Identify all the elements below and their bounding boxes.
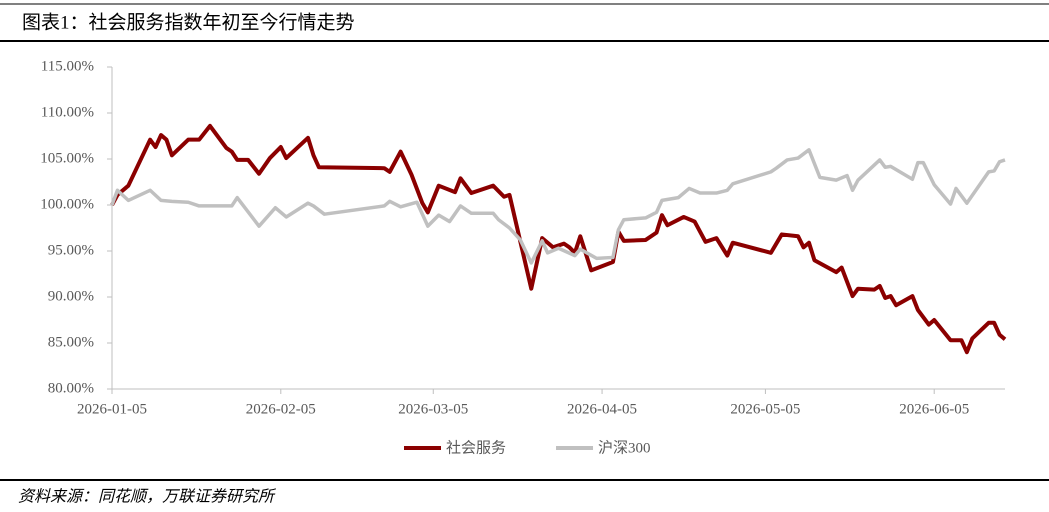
- x-tick-label: 2026-03-05: [398, 401, 468, 417]
- legend-label: 社会服务: [446, 439, 506, 456]
- y-tick-label: 100.00%: [40, 196, 94, 212]
- x-tick-label: 2026-02-05: [246, 401, 316, 417]
- x-tick-label: 2026-01-05: [77, 401, 147, 417]
- y-tick-label: 115.00%: [41, 58, 94, 74]
- x-tick-label: 2026-04-05: [567, 401, 637, 417]
- legend-label: 沪深300: [598, 439, 651, 456]
- y-tick-label: 105.00%: [40, 150, 94, 166]
- y-tick-label: 95.00%: [48, 242, 94, 258]
- series-line: [110, 148, 1006, 265]
- y-tick-label: 90.00%: [48, 288, 94, 304]
- x-tick-label: 2026-06-05: [899, 401, 969, 417]
- x-tick-label: 2026-05-05: [730, 401, 800, 417]
- y-tick-label: 110.00%: [41, 104, 94, 120]
- source-note: 资料来源：同花顺，万联证券研究所: [18, 488, 277, 506]
- series-line: [110, 123, 1007, 355]
- chart-title: 图表1：社会服务指数年初至今行情走势: [22, 11, 355, 33]
- y-tick-label: 80.00%: [48, 380, 94, 396]
- y-tick-label: 85.00%: [48, 334, 94, 350]
